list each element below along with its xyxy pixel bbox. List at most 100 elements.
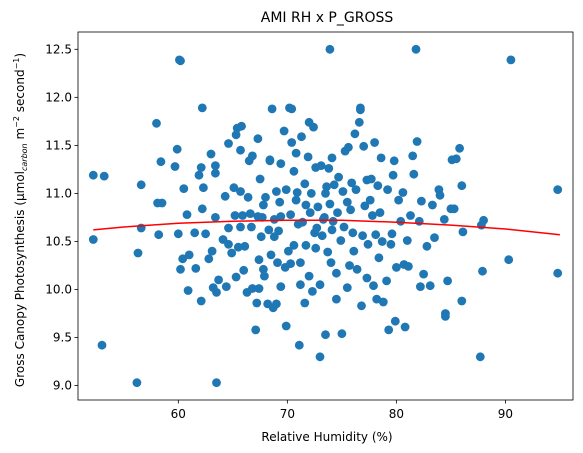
data-point (356, 103, 365, 113)
data-point (272, 299, 281, 309)
data-point (350, 129, 360, 139)
data-point (214, 275, 224, 285)
data-point (204, 254, 214, 264)
data-point (347, 178, 357, 188)
data-point (342, 197, 352, 207)
data-point (304, 271, 314, 281)
y-axis: 9.0 9.5 10.0 10.5 11.0 11.5 12.0 12.5 (45, 42, 78, 393)
data-point (443, 276, 452, 286)
y-tick-label: 10.5 (45, 234, 72, 248)
data-point (412, 137, 422, 146)
data-point (345, 261, 354, 270)
data-point (170, 162, 180, 171)
data-point (419, 269, 428, 279)
data-point (338, 187, 348, 196)
data-point (414, 216, 424, 226)
data-point (287, 138, 297, 147)
data-point (416, 282, 425, 291)
data-point (396, 216, 406, 226)
data-point (357, 301, 366, 311)
chart-title: AMI RH x P_GROSS (261, 10, 394, 26)
data-point (276, 159, 286, 169)
data-point (388, 170, 398, 180)
data-point (240, 241, 250, 251)
data-point (296, 258, 305, 267)
data-point (374, 253, 384, 263)
x-tick-label: 60 (171, 407, 186, 421)
data-point (344, 142, 353, 152)
data-point (303, 152, 313, 162)
data-point (404, 262, 413, 271)
data-point (237, 121, 246, 131)
data-point (352, 264, 362, 274)
x-tick-label: 90 (498, 407, 513, 421)
data-point (291, 195, 301, 205)
data-point (478, 266, 487, 276)
data-point (383, 185, 392, 195)
y-axis-label-prefix: Gross Canopy Photosynthesis (μmol (13, 171, 27, 387)
data-point (248, 284, 257, 293)
data-point (176, 56, 185, 66)
data-point (370, 138, 379, 147)
data-point (275, 197, 285, 207)
data-point (231, 272, 241, 282)
data-point (435, 190, 445, 200)
x-axis: 60 70 80 90 (171, 400, 513, 421)
data-point (475, 352, 485, 362)
data-point (333, 208, 342, 218)
data-point (136, 180, 146, 190)
data-point (97, 340, 107, 350)
data-point (504, 255, 514, 265)
data-point (212, 288, 221, 297)
data-point (348, 228, 358, 238)
data-point (312, 223, 322, 233)
y-tick-label: 9.0 (53, 379, 72, 393)
data-point (354, 117, 364, 127)
data-point (325, 44, 335, 54)
data-point (211, 168, 220, 178)
data-point (377, 237, 387, 246)
data-point (373, 181, 383, 191)
data-point (411, 44, 421, 54)
data-point (392, 263, 401, 272)
data-point (316, 161, 326, 171)
data-point (194, 170, 204, 180)
data-point (457, 181, 467, 191)
data-point (325, 199, 335, 209)
data-point (402, 236, 412, 245)
data-point (259, 200, 268, 210)
y-tick-label: 9.5 (53, 331, 72, 345)
data-point (132, 378, 142, 388)
y-axis-label: Gross Canopy Photosynthesis (μmolcarbon … (12, 53, 29, 387)
data-point (289, 240, 299, 250)
data-point (409, 169, 419, 179)
data-point (224, 139, 233, 148)
data-point (207, 246, 217, 256)
data-point (387, 229, 397, 239)
data-point (327, 153, 337, 163)
data-point (196, 163, 206, 172)
data-point (408, 151, 418, 161)
data-point (349, 246, 359, 256)
data-point (254, 255, 264, 265)
y-axis-label-sup2: −1 (12, 58, 21, 70)
data-point (321, 330, 330, 340)
data-point (315, 280, 325, 290)
plot-frame (77, 31, 574, 401)
data-point (197, 103, 207, 113)
data-point (296, 280, 305, 290)
data-point (230, 211, 240, 220)
data-point (265, 155, 275, 165)
data-point (321, 189, 330, 198)
y-tick-label: 11.0 (45, 186, 72, 200)
data-point (301, 240, 311, 250)
data-point (324, 164, 334, 173)
data-point (337, 329, 347, 339)
data-point (257, 213, 267, 222)
data-point (252, 298, 262, 308)
data-point (236, 187, 245, 196)
data-point (224, 239, 233, 249)
data-point (176, 264, 185, 274)
data-point (272, 187, 281, 196)
